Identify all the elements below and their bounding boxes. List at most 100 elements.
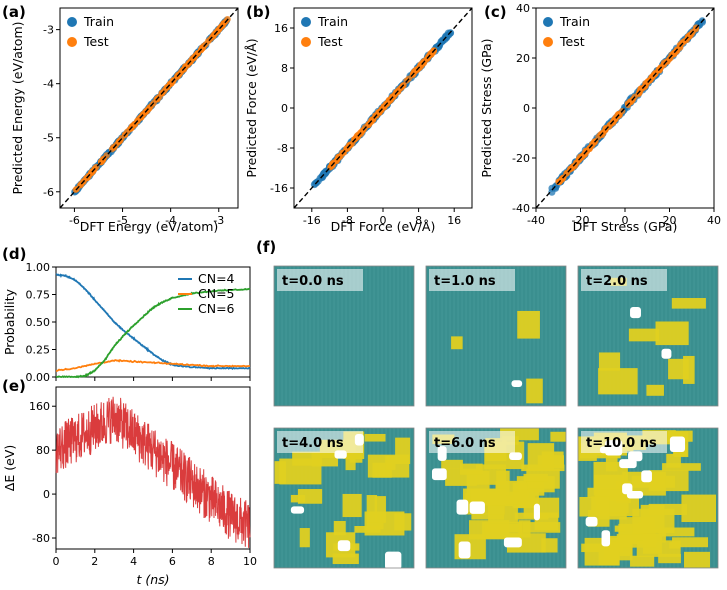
c-xtick-label: 40 bbox=[707, 214, 721, 227]
e-xtick-label: 8 bbox=[208, 555, 215, 568]
snapshot-void bbox=[290, 506, 305, 514]
snapshot-void bbox=[628, 451, 643, 462]
snapshot-phase-region bbox=[274, 461, 286, 484]
c-ytick-label: -20 bbox=[512, 152, 530, 165]
panel-a-label: (a) bbox=[2, 3, 26, 21]
d-line-cn6 bbox=[55, 287, 251, 379]
a-legend-train: Train bbox=[83, 14, 114, 29]
b-xtick-label: -16 bbox=[303, 214, 321, 227]
snapshot-phase-region bbox=[671, 298, 706, 309]
a-legend-marker-test bbox=[67, 37, 77, 47]
snapshot-phase-region bbox=[523, 473, 548, 482]
snapshot-void bbox=[622, 483, 633, 495]
b-ytick-label: -8 bbox=[277, 142, 288, 155]
a-legend-marker-train bbox=[67, 17, 77, 27]
c-legend-marker-test bbox=[543, 37, 553, 47]
snapshot-phase-region bbox=[598, 512, 627, 520]
snapshot-phase-region bbox=[374, 496, 386, 523]
snapshot: t=1.0 ns bbox=[425, 265, 567, 407]
b-legend-train: Train bbox=[317, 14, 348, 29]
snapshot-label-bg bbox=[581, 269, 667, 291]
snapshot-void bbox=[511, 380, 523, 387]
a-xtick-label: -5 bbox=[117, 214, 128, 227]
b-xtick-label: 0 bbox=[380, 214, 387, 227]
e-ytick-label: -80 bbox=[32, 532, 50, 545]
snapshot-phase-region bbox=[598, 368, 638, 395]
snapshot-void bbox=[456, 499, 469, 515]
snapshot-phase-region bbox=[385, 455, 396, 470]
panel-f-label: (f) bbox=[256, 238, 276, 256]
d-ytick-label: 0.50 bbox=[26, 316, 51, 329]
b-xtick-label: 16 bbox=[447, 214, 461, 227]
b-ytick-label: -16 bbox=[270, 182, 288, 195]
panel-f: (f) t=0.0 ns t=1.0 ns t=2.0 ns t=4.0 ns t=6.… bbox=[256, 238, 719, 570]
snapshot-phase-region bbox=[642, 533, 662, 554]
d-ytick-label: 0.00 bbox=[26, 371, 51, 384]
d-line-cn4 bbox=[55, 273, 251, 370]
b-xtick-label: -8 bbox=[342, 214, 353, 227]
snapshot-phase-region bbox=[598, 352, 621, 371]
snapshot-frame bbox=[425, 427, 567, 569]
snapshot-phase-region bbox=[666, 453, 681, 468]
e-xtick-label: 6 bbox=[169, 555, 176, 568]
b-ytick-label: 16 bbox=[274, 22, 288, 35]
snapshot-phase-region bbox=[395, 437, 411, 465]
snapshot-phase-region bbox=[646, 384, 664, 396]
snapshot-phase-region bbox=[517, 310, 540, 339]
d-ytick-label: 0.25 bbox=[26, 344, 51, 357]
snapshot-phase-region bbox=[451, 336, 463, 350]
d-legend-cn4: CN=4 bbox=[198, 271, 235, 286]
e-xtick-label: 4 bbox=[130, 555, 137, 568]
panel-a-axes bbox=[59, 7, 239, 209]
snapshot-phase-region bbox=[622, 471, 666, 496]
c-xtick-label: -40 bbox=[527, 214, 545, 227]
panel-e-axes bbox=[55, 386, 251, 550]
c-ytick-label: 0 bbox=[523, 102, 530, 115]
snapshot-time-label: t=0.0 ns bbox=[282, 274, 344, 289]
c-ytick-label: 40 bbox=[516, 2, 530, 15]
snapshot-phase-region bbox=[471, 513, 504, 520]
snapshot-phase-region bbox=[667, 430, 693, 442]
panel-c: (c) -40 -20 0 20 40 -40 -20 0 20 40 Train Test DFT … bbox=[479, 2, 721, 234]
d-ytick-label: 0.75 bbox=[26, 289, 51, 302]
a-legend-test: Test bbox=[83, 34, 109, 49]
snapshot-label-bg bbox=[277, 431, 363, 453]
snapshot-phase-region bbox=[681, 494, 717, 523]
snapshot-phase-region bbox=[672, 537, 709, 548]
snapshot-void bbox=[669, 436, 686, 453]
panel-c-xlabel: DFT Stress (GPa) bbox=[573, 219, 678, 234]
snapshot-void bbox=[533, 503, 540, 521]
snapshot-phase-region bbox=[614, 525, 626, 532]
c-ytick-label: 20 bbox=[516, 52, 530, 65]
snapshot-phase-region bbox=[470, 489, 506, 506]
snapshot-phase-region bbox=[299, 528, 310, 548]
panel-a-ylabel: Predicted Energy (eV/atom) bbox=[10, 22, 25, 195]
snapshot-phase-region bbox=[630, 555, 655, 567]
snapshot-phase-region bbox=[366, 495, 378, 523]
snapshot-void bbox=[385, 551, 402, 570]
snapshot-phase-region bbox=[658, 527, 695, 537]
snapshot-void bbox=[509, 452, 522, 460]
snapshot-phase-region bbox=[297, 489, 323, 504]
snapshot-phase-region bbox=[332, 553, 359, 565]
snapshot-void bbox=[458, 541, 471, 559]
snapshot: t=0.0 ns bbox=[273, 265, 415, 407]
snapshot-phase-region bbox=[526, 378, 543, 404]
b-xtick-label: 8 bbox=[415, 214, 422, 227]
e-xtick-label: 10 bbox=[243, 555, 257, 568]
b-legend-test: Test bbox=[317, 34, 343, 49]
a-ytick-label: -4 bbox=[43, 78, 54, 91]
d-line-cn5 bbox=[55, 358, 250, 372]
a-xtick-label: -6 bbox=[69, 214, 80, 227]
snapshot-void bbox=[503, 537, 522, 548]
snapshot-label-bg bbox=[429, 431, 515, 453]
d-legend-cn6: CN=6 bbox=[198, 301, 235, 316]
snapshot-phase-region bbox=[541, 451, 564, 468]
snapshot-time-label: t=4.0 ns bbox=[282, 436, 344, 451]
a-xtick-label: -3 bbox=[213, 214, 224, 227]
snapshot-phase-region bbox=[366, 522, 384, 530]
snapshot-phase-region bbox=[441, 459, 463, 469]
e-xtick-label: 0 bbox=[53, 555, 60, 568]
panel-e-ylabel: ΔE (eV) bbox=[2, 445, 17, 491]
